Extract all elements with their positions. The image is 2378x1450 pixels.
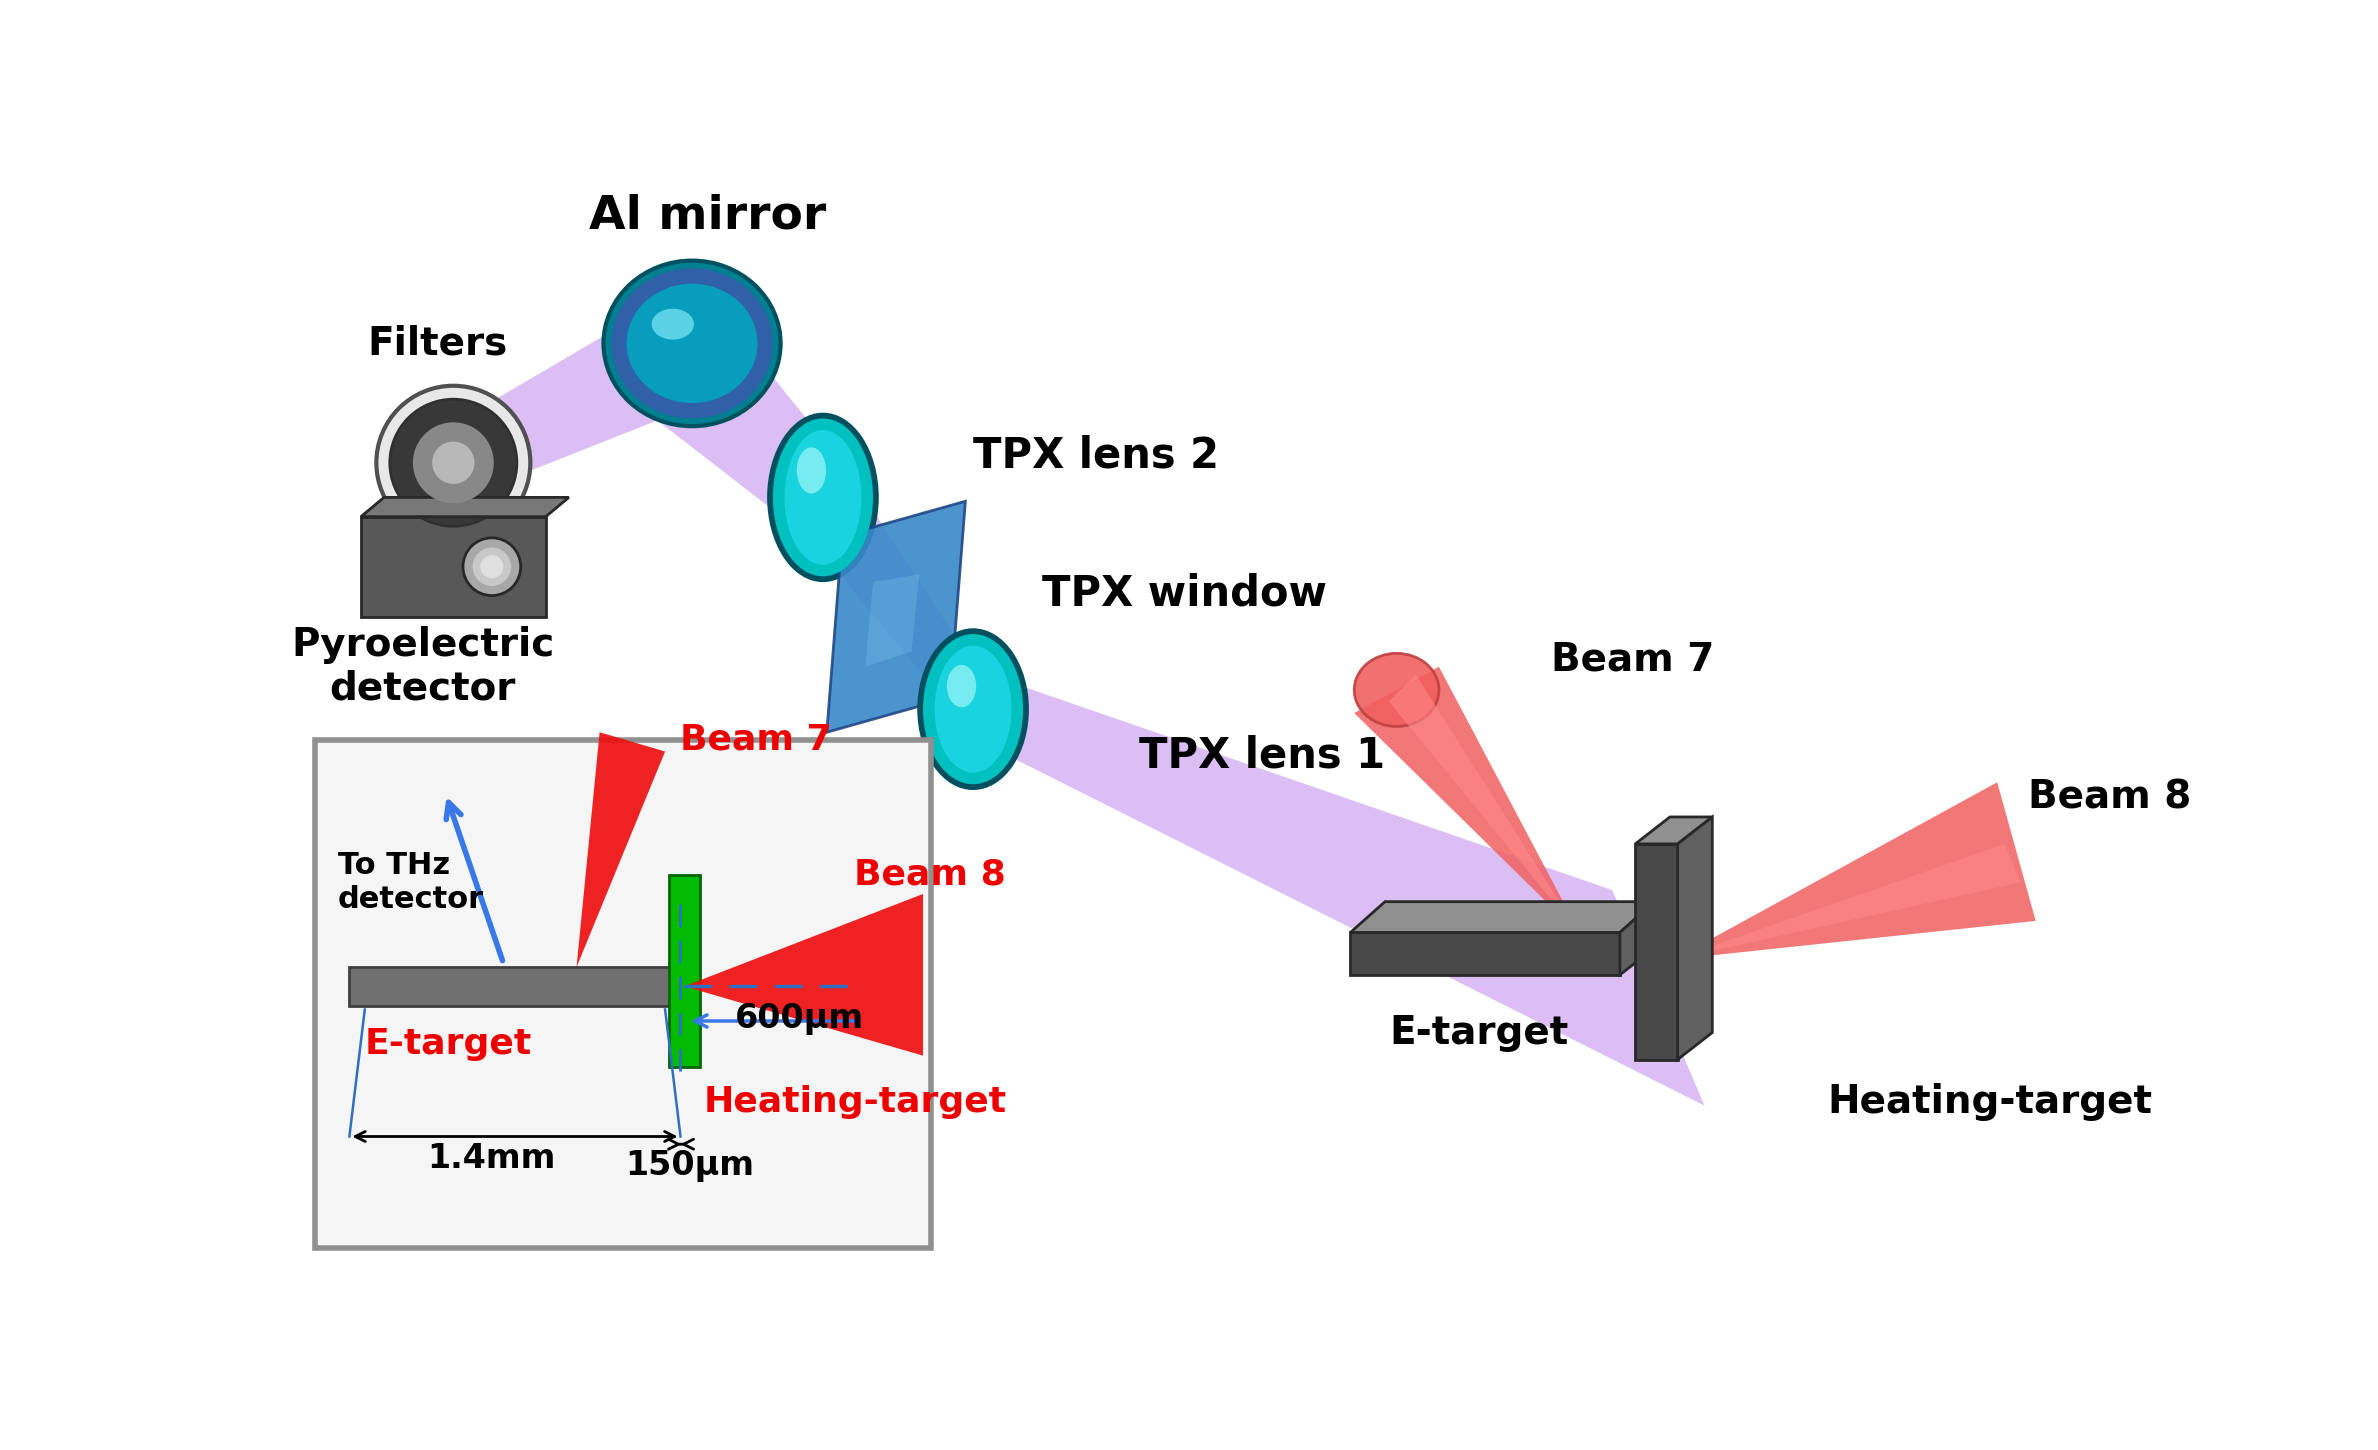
Polygon shape	[454, 281, 697, 502]
Polygon shape	[1351, 932, 1619, 974]
Text: Pyroelectric
detector: Pyroelectric detector	[290, 626, 554, 708]
Ellipse shape	[376, 386, 530, 539]
Ellipse shape	[433, 442, 476, 484]
Text: E-target: E-target	[364, 1027, 533, 1061]
Polygon shape	[977, 671, 1705, 1106]
Text: Beam 7: Beam 7	[680, 724, 832, 757]
Ellipse shape	[480, 555, 504, 579]
Ellipse shape	[785, 431, 861, 566]
Ellipse shape	[797, 448, 825, 493]
Polygon shape	[376, 539, 530, 560]
Polygon shape	[1619, 902, 1655, 974]
Polygon shape	[828, 502, 965, 732]
Text: Beam 8: Beam 8	[854, 858, 1006, 892]
Ellipse shape	[473, 548, 511, 586]
Ellipse shape	[652, 309, 694, 339]
Ellipse shape	[611, 268, 773, 419]
Polygon shape	[1636, 816, 1712, 844]
Ellipse shape	[768, 413, 880, 581]
Ellipse shape	[414, 422, 495, 503]
Polygon shape	[361, 497, 568, 516]
Bar	[350, 967, 680, 1006]
Ellipse shape	[464, 538, 521, 596]
Text: Filters: Filters	[369, 325, 509, 362]
Ellipse shape	[918, 628, 1030, 790]
Text: TPX window: TPX window	[1042, 573, 1327, 615]
Text: Beam 8: Beam 8	[2028, 779, 2190, 816]
Ellipse shape	[935, 645, 1011, 773]
Polygon shape	[361, 516, 545, 616]
Polygon shape	[811, 463, 977, 740]
Polygon shape	[1353, 667, 1581, 937]
Polygon shape	[1636, 844, 1676, 1060]
Text: TPX lens 2: TPX lens 2	[973, 434, 1220, 476]
Polygon shape	[656, 281, 842, 539]
Ellipse shape	[1353, 654, 1439, 726]
Text: 600μm: 600μm	[735, 1002, 863, 1035]
Polygon shape	[1674, 844, 2021, 960]
Ellipse shape	[390, 399, 516, 526]
Polygon shape	[1674, 783, 2036, 960]
Text: 1.4mm: 1.4mm	[428, 1141, 556, 1175]
Text: Heating-target: Heating-target	[1829, 1083, 2152, 1121]
Ellipse shape	[923, 634, 1023, 784]
Text: To THz
detector: To THz detector	[338, 851, 485, 914]
Polygon shape	[1676, 816, 1712, 1060]
Polygon shape	[1351, 902, 1655, 932]
FancyBboxPatch shape	[314, 740, 930, 1248]
Text: TPX lens 1: TPX lens 1	[1139, 734, 1384, 776]
Text: E-target: E-target	[1389, 1014, 1567, 1051]
Text: 150μm: 150μm	[625, 1150, 754, 1182]
Polygon shape	[866, 574, 920, 667]
Text: Heating-target: Heating-target	[704, 1085, 1006, 1119]
Bar	[668, 874, 699, 1067]
Polygon shape	[685, 895, 923, 1056]
Polygon shape	[1389, 674, 1581, 937]
Ellipse shape	[604, 261, 780, 426]
Ellipse shape	[773, 419, 873, 576]
Polygon shape	[575, 732, 666, 967]
Ellipse shape	[946, 666, 977, 708]
Text: Beam 7: Beam 7	[1550, 639, 1715, 679]
Ellipse shape	[625, 284, 759, 403]
Text: Al mirror: Al mirror	[590, 194, 825, 239]
